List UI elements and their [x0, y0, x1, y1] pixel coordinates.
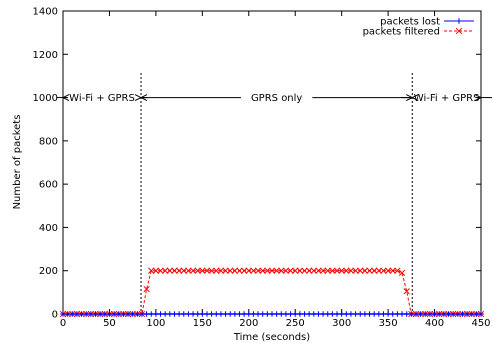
series-point: [456, 18, 462, 24]
series-point: [319, 267, 327, 274]
x-tick-label: 200: [239, 318, 258, 329]
series-point: [236, 267, 243, 274]
x-tick-label: 350: [379, 318, 398, 329]
x-axis-title: Time (seconds): [233, 332, 310, 343]
series-point: [315, 267, 322, 274]
series-point: [287, 267, 294, 274]
series-point: [282, 267, 290, 274]
series-point: [301, 267, 308, 274]
x-tick-label: 450: [471, 318, 490, 329]
series-point: [273, 267, 280, 274]
series-point: [389, 267, 396, 274]
series-point: [306, 267, 313, 274]
series-point: [292, 267, 299, 274]
arrowhead-left: [411, 94, 419, 102]
series-point: [162, 267, 169, 274]
annotation-label: Wi-Fi + GPRS: [69, 93, 135, 104]
region-dividers: [140, 73, 413, 314]
x-tick-label: 250: [286, 318, 305, 329]
series-point: [384, 267, 392, 274]
series-point: [259, 267, 266, 274]
series-point: [171, 267, 178, 274]
series-point: [180, 267, 187, 274]
series-point: [478, 311, 484, 317]
series-point: [329, 267, 336, 274]
series-point: [375, 267, 382, 274]
y-tick-label: 800: [39, 136, 58, 147]
x-tick-label: 50: [103, 318, 116, 329]
series-point: [166, 267, 173, 274]
series-point: [250, 267, 257, 274]
series-point: [310, 267, 317, 274]
x-tick-label: 100: [146, 318, 165, 329]
series-point: [222, 267, 229, 274]
region-annotations: Wi-Fi + GPRS GPRS only Wi-Fi + GPRS: [56, 93, 492, 104]
data-series: [59, 267, 485, 318]
series-point: [217, 267, 225, 274]
series-point: [268, 267, 276, 274]
x-tick-label: 0: [60, 318, 66, 329]
series-point: [371, 267, 378, 274]
series-point: [361, 267, 369, 274]
arrowhead-right: [474, 94, 483, 102]
series-point: [343, 267, 350, 274]
series-point: [296, 267, 304, 274]
series-point: [278, 267, 285, 274]
series-point: [455, 27, 463, 35]
series-point: [152, 267, 160, 274]
series-point: [347, 267, 355, 274]
series-point: [143, 285, 150, 293]
arrowhead-left: [139, 94, 148, 102]
series-point: [352, 267, 359, 274]
series-point: [175, 267, 183, 274]
legend-label: packets lost: [380, 17, 440, 28]
x-tick-label: 400: [425, 318, 444, 329]
y-tick-label: 1400: [33, 7, 58, 18]
legend-label: packets filtered: [363, 27, 440, 38]
series-point: [199, 267, 206, 274]
axis-ticks: 0 50 100 150 200 250 300 350 400 450 0 200 400 600 800…: [33, 7, 491, 330]
series-point: [148, 267, 155, 274]
series-packets-lost: [60, 311, 484, 317]
y-tick-label: 1200: [33, 50, 58, 61]
series-point: [338, 267, 345, 274]
series-point: [208, 267, 215, 274]
series-point: [194, 267, 201, 274]
series-point: [380, 267, 387, 274]
y-tick-label: 200: [39, 266, 58, 277]
series-point: [324, 267, 331, 274]
series-point: [264, 267, 271, 274]
annotation-label: Wi-Fi + GPRS: [414, 93, 480, 104]
series-point: [254, 267, 262, 274]
series-point: [240, 267, 248, 274]
series-point: [366, 267, 373, 274]
series-point: [398, 269, 406, 277]
series-point: [189, 267, 197, 274]
y-axis-title: Number of packets: [12, 115, 23, 210]
series-point: [231, 267, 238, 274]
annotation-label: GPRS only: [251, 93, 302, 104]
y-tick-label: 600: [39, 180, 58, 191]
y-tick-label: 400: [39, 223, 58, 234]
series-point: [213, 267, 220, 274]
series-point: [185, 267, 192, 274]
arrowhead-left: [61, 94, 70, 102]
plot-frame: [62, 10, 482, 315]
series-point: [227, 267, 234, 274]
series-point: [157, 267, 164, 274]
series-point: [357, 267, 364, 274]
y-tick-label: 1000: [33, 93, 58, 104]
x-tick-label: 150: [193, 318, 212, 329]
series-packets-filtered: [59, 267, 485, 318]
series-point: [403, 288, 410, 295]
series-point: [394, 267, 401, 274]
series-line: [63, 270, 481, 315]
series-point: [203, 267, 211, 274]
x-tick-label: 300: [332, 318, 351, 329]
series-point: [245, 267, 252, 274]
y-tick-label: 0: [52, 310, 58, 321]
series-point: [333, 267, 341, 274]
